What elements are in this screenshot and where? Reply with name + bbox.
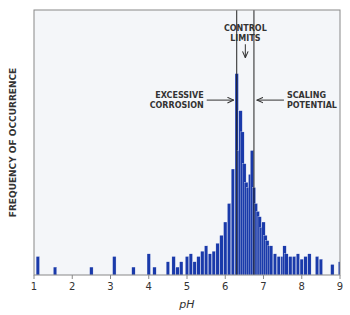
x-tick <box>187 275 188 279</box>
bar <box>300 259 303 275</box>
x-tick-label: 7 <box>260 281 266 292</box>
x-tick <box>340 275 341 279</box>
chart: 1 2 3 4 5 6 7 8 9 pH FREQUENCY OF OCCURRENCE CONTRO… <box>0 0 350 315</box>
x-tick <box>110 275 111 279</box>
annotation-arrow <box>245 44 246 57</box>
bar <box>113 256 116 275</box>
y-axis-label: FREQUENCY OF OCCURRENCE <box>8 68 18 218</box>
bar <box>166 262 169 275</box>
annotation-line: SCALING <box>287 91 326 100</box>
bar <box>227 203 230 275</box>
bars <box>36 10 340 275</box>
annotation: EXCESSIVECORROSION <box>150 91 204 110</box>
annotation-line: LIMITS <box>230 34 260 43</box>
x-tick-label: 6 <box>222 281 228 292</box>
bar <box>289 256 292 275</box>
bar <box>285 254 288 275</box>
x-tick <box>34 275 35 279</box>
bar <box>304 256 307 275</box>
bar <box>269 246 272 275</box>
annotation-line: EXCESSIVE <box>155 91 203 100</box>
bar <box>90 267 93 275</box>
annotation-arrow <box>257 100 284 101</box>
annotation-line: CONTROL <box>224 24 267 33</box>
x-tick-label: 3 <box>107 281 113 292</box>
annotation-line: CORROSION <box>150 101 204 110</box>
bar <box>193 262 196 275</box>
bar <box>189 254 192 275</box>
bar <box>36 256 39 275</box>
x-axis-label: pH <box>178 298 194 311</box>
bar <box>292 256 295 275</box>
annotation-arrow <box>207 100 234 101</box>
bar <box>201 251 204 275</box>
bar <box>132 267 135 275</box>
bar <box>224 222 227 275</box>
bar <box>212 251 215 275</box>
x-tick-label: 5 <box>184 281 190 292</box>
x-tick-label: 4 <box>146 281 152 292</box>
control-line <box>236 10 237 275</box>
bar <box>273 254 276 275</box>
bar <box>296 254 299 275</box>
bar <box>315 256 318 275</box>
bar <box>319 259 322 275</box>
x-tick <box>301 275 302 279</box>
bar <box>153 267 156 275</box>
bar <box>208 254 211 275</box>
bar <box>172 256 175 275</box>
bar <box>231 169 234 275</box>
annotation: CONTROLLIMITS <box>224 24 267 43</box>
bar <box>216 243 219 275</box>
bar <box>277 256 280 275</box>
x-tick-label: 8 <box>299 281 305 292</box>
x-tick <box>225 275 226 279</box>
bar <box>185 256 188 275</box>
x-tick-label: 9 <box>337 281 343 292</box>
control-line <box>253 10 254 275</box>
bar <box>197 256 200 275</box>
bar <box>180 262 183 275</box>
x-tick <box>72 275 73 279</box>
bar <box>53 267 56 275</box>
x-tick <box>148 275 149 279</box>
x-tick-label: 2 <box>69 281 75 292</box>
plot-frame <box>34 10 340 275</box>
bar <box>331 264 334 275</box>
x-tick <box>263 275 264 279</box>
plot-background <box>34 10 340 275</box>
bar <box>204 246 207 275</box>
x-tick-label: 1 <box>31 281 37 292</box>
annotation-line: POTENTIAL <box>287 101 337 110</box>
bar <box>176 267 179 275</box>
bar <box>308 254 311 275</box>
bar <box>220 235 223 275</box>
bar <box>147 254 150 275</box>
annotation: SCALINGPOTENTIAL <box>287 91 337 110</box>
